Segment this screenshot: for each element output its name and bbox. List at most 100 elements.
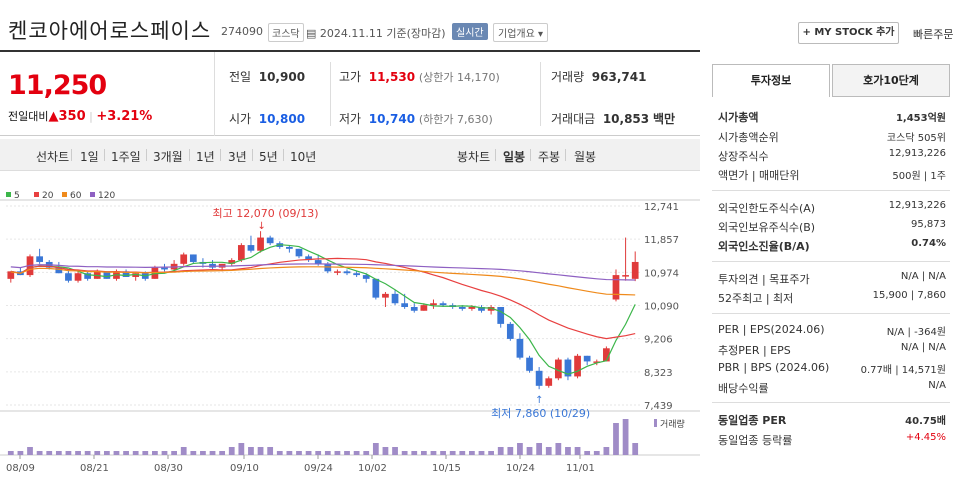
y-tick-label: 10,974 xyxy=(644,268,679,279)
volume-bar xyxy=(36,451,43,455)
y-tick-label: 9,206 xyxy=(644,335,673,346)
current-price: 11,250 xyxy=(8,70,107,101)
candle-body xyxy=(36,256,43,262)
divider xyxy=(712,190,950,191)
candle-body xyxy=(506,323,514,339)
volume-bar xyxy=(536,443,543,455)
candle-body xyxy=(430,303,437,306)
volume: 거래량 963,741 xyxy=(551,70,647,84)
tab-order-book[interactable]: 호가10단계 xyxy=(832,64,950,97)
x-tick-label: 10/24 xyxy=(506,463,535,474)
realtime-button[interactable]: 실시간 xyxy=(452,23,488,40)
volume-bar xyxy=(497,447,504,455)
legend-swatch xyxy=(90,192,95,197)
divider xyxy=(220,149,221,161)
candle-body xyxy=(593,361,601,363)
info-value: 500원 | 1주 xyxy=(892,171,946,182)
divider xyxy=(565,149,566,161)
period-3y[interactable]: 3년 xyxy=(228,150,247,164)
tab-investment-info[interactable]: 투자정보 xyxy=(712,64,830,97)
info-label: 투자의견 | 목표주가 xyxy=(718,273,810,286)
info-row: 상장주식수 12,913,226 xyxy=(718,148,946,164)
info-label: PER | EPS(2024.06) xyxy=(718,323,825,336)
candle-body xyxy=(554,359,562,379)
info-row: 외국인소진율(B/A) 0.74% xyxy=(718,238,946,254)
period-5y[interactable]: 5년 xyxy=(259,150,278,164)
add-mystock-button[interactable]: + MY STOCK 추가 xyxy=(798,22,899,44)
divider xyxy=(495,149,496,161)
volume-bar xyxy=(180,447,187,455)
candle-body xyxy=(103,271,111,279)
quick-order-link[interactable]: 빠른주문 xyxy=(913,28,954,41)
volume-bar xyxy=(190,451,197,455)
volume-bar xyxy=(353,451,360,455)
period-bar: 선차트 1일 1주일 3개월 1년 3년 5년 10년 봉차트 일봉 주봉 월봉 xyxy=(0,139,700,171)
candle-body xyxy=(410,307,418,311)
period-monthly[interactable]: 월봉 xyxy=(574,150,597,164)
candle-body xyxy=(583,355,591,362)
volume-bar xyxy=(123,451,129,455)
volume-bar xyxy=(219,451,226,455)
info-label: 외국인소진율(B/A) xyxy=(718,240,810,253)
info-value: 15,900 | 7,860 xyxy=(872,290,946,301)
candle-body xyxy=(305,256,312,261)
info-value: 95,873 xyxy=(911,219,946,230)
volume-bar xyxy=(46,451,53,455)
divider xyxy=(540,62,541,126)
candle-body xyxy=(161,267,168,270)
candle-body xyxy=(84,273,92,279)
prev-close: 전일 10,900 xyxy=(229,70,306,84)
x-tick-label: 10/15 xyxy=(432,463,461,474)
legend-swatch xyxy=(34,192,39,197)
candle-body xyxy=(478,307,485,311)
candle-body xyxy=(228,260,236,264)
period-10y[interactable]: 10년 xyxy=(290,150,317,164)
volume-bar xyxy=(469,451,475,455)
period-daily[interactable]: 일봉 xyxy=(503,150,526,164)
x-tick-label: 08/30 xyxy=(154,463,183,474)
candle-body xyxy=(622,275,629,277)
info-row: 액면가 | 매매단위 500원 | 1주 xyxy=(718,167,946,183)
candle-body xyxy=(314,260,322,264)
volume-bar xyxy=(401,451,408,455)
y-tick-label: 12,741 xyxy=(644,202,679,213)
period-1y[interactable]: 1년 xyxy=(196,150,215,164)
volume-bar xyxy=(103,451,110,455)
info-value: N/A | N/A xyxy=(900,271,946,282)
candle-body xyxy=(343,271,351,274)
open-price: 시가 10,800 xyxy=(229,112,306,126)
candle-body xyxy=(237,245,245,261)
candle-body xyxy=(535,370,543,386)
candle-body xyxy=(266,237,274,244)
volume-bar xyxy=(392,447,398,455)
info-label: PBR | BPS (2024.06) xyxy=(718,361,830,374)
volume-bar xyxy=(209,451,216,455)
volume-bar xyxy=(248,447,254,455)
legend-label: 5 xyxy=(14,191,20,201)
company-overview-dropdown[interactable]: 기업개요 ▾ xyxy=(493,23,549,42)
period-1d[interactable]: 1일 xyxy=(80,150,99,164)
volume-bar xyxy=(84,451,91,455)
stock-chart[interactable]: 5 20 60 120 12,741 11,857 10,974 10,090 9,206 8,3… xyxy=(0,183,700,497)
volume-bar xyxy=(152,451,158,455)
volume-bar xyxy=(267,447,274,455)
volume-bar xyxy=(584,451,591,455)
legend-label: 120 xyxy=(98,191,115,201)
x-tick-label: 09/10 xyxy=(230,463,259,474)
volume-bar xyxy=(55,451,62,455)
info-row: 외국인한도주식수(A) 12,913,226 xyxy=(718,200,946,216)
divider xyxy=(104,149,105,161)
trade-amount: 거래대금 10,853 백만 xyxy=(551,112,676,126)
info-value: 12,913,226 xyxy=(888,200,946,211)
period-1w[interactable]: 1주일 xyxy=(111,150,141,164)
candle-body xyxy=(74,273,82,281)
period-3m[interactable]: 3개월 xyxy=(153,150,183,164)
candle-body xyxy=(257,237,264,251)
market-badge: 코스닥 xyxy=(268,23,304,42)
line-chart-tab[interactable]: 선차트 xyxy=(36,150,70,164)
candle-body xyxy=(122,271,130,277)
divider xyxy=(252,149,253,161)
candle-chart-label[interactable]: 봉차트 xyxy=(457,150,491,164)
info-label: 추정PER | EPS xyxy=(718,344,791,357)
period-weekly[interactable]: 주봉 xyxy=(538,150,561,164)
